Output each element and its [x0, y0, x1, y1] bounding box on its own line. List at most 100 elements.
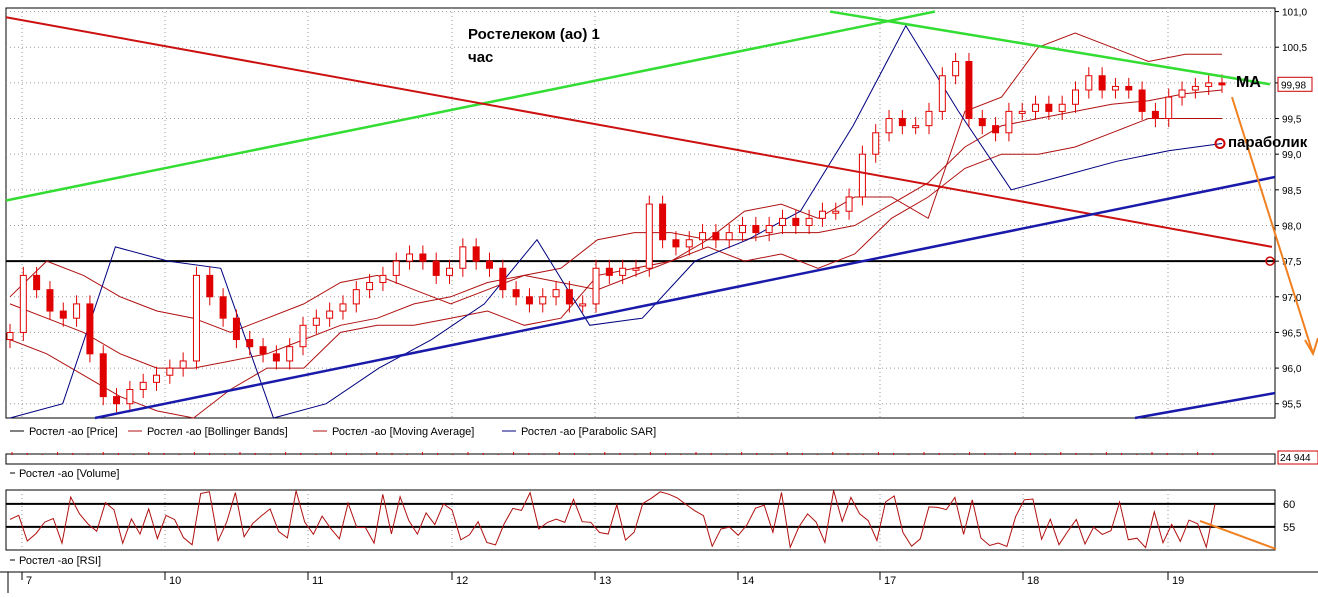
candle-body [206, 274, 214, 298]
y-tick-label: 96,5 [1282, 328, 1302, 339]
candle-body [59, 310, 67, 319]
candle-body [699, 232, 707, 241]
candle-body [539, 296, 547, 305]
candle-body [99, 353, 107, 398]
candle-body [1191, 85, 1199, 91]
candle-body [659, 203, 667, 241]
y-tick-label: 99,5 [1282, 115, 1302, 126]
rsi-line [9, 490, 1216, 550]
candle-body [552, 289, 560, 298]
level-marker [1265, 256, 1275, 266]
x-tick-label: 10 [169, 575, 181, 587]
y-tick-label: 95,5 [1282, 400, 1302, 411]
y-tick-label: 100,5 [1282, 43, 1307, 54]
candle-body [845, 196, 853, 212]
candle-body [419, 253, 427, 262]
candle-body [19, 274, 27, 333]
candle-body [86, 303, 94, 355]
candle-body [1005, 110, 1013, 134]
candle-body [592, 267, 600, 305]
x-tick-label: 13 [599, 575, 611, 587]
blue-lower-trendline [1134, 391, 1276, 420]
forecast-arrow-line [1231, 96, 1314, 355]
candle-body [166, 367, 174, 376]
candle-body [1098, 75, 1106, 91]
candle-body [1032, 103, 1040, 112]
candle-body [392, 260, 400, 276]
candle-body [525, 296, 533, 305]
candle-body [366, 282, 374, 291]
candle-body [1045, 103, 1053, 112]
candle-body [645, 203, 653, 269]
candle-body [499, 267, 507, 291]
candle-body [1138, 89, 1146, 112]
candle-body [1111, 85, 1119, 91]
y-tick-label: 99,0 [1282, 150, 1302, 161]
y-tick-label: 97,0 [1282, 293, 1302, 304]
candle-body [805, 217, 813, 226]
candle-body [778, 217, 786, 226]
candle-body [925, 110, 933, 127]
candle-body [858, 153, 866, 198]
candle-body [1205, 82, 1213, 87]
parabolic-marker [1214, 137, 1226, 149]
bollinger-upper-line [9, 32, 1222, 333]
red-descending-trendline [5, 16, 1273, 248]
x-tick-label: 19 [1172, 575, 1184, 587]
candle-body [139, 381, 147, 390]
chart-title: Ростелеком (ао) 1 [468, 26, 600, 43]
rsi-panel-frame [5, 489, 1276, 551]
last-price-box [1277, 76, 1313, 92]
candle-body [1058, 103, 1066, 112]
candle-body [685, 239, 693, 248]
candle-body [232, 317, 240, 341]
last-price-label: 99,98 [1281, 80, 1306, 91]
candle-body [406, 253, 414, 262]
candle-body [952, 60, 960, 77]
candle-body [752, 224, 760, 234]
last-volume-label: 24 944 [1280, 453, 1311, 464]
candle-body [33, 274, 41, 291]
x-tick-label: 12 [456, 575, 468, 587]
ma-annotation: MA [1236, 74, 1261, 91]
candle-body [579, 303, 587, 307]
candle-body [446, 267, 454, 276]
candle-body [1085, 75, 1093, 91]
candle-body [113, 396, 121, 405]
candle-body [299, 324, 307, 348]
candle-body [286, 346, 294, 362]
candle-body [912, 125, 920, 129]
rsi-legend-label: Ростел -ао [RSI] [19, 555, 101, 567]
candle-body [739, 224, 747, 234]
chart-title-timeframe: час [468, 49, 494, 66]
candle-body [1125, 85, 1133, 91]
candle-body [153, 374, 161, 383]
y-tick-label: 96,0 [1282, 364, 1302, 375]
blue-ascending-trendline [94, 175, 1276, 420]
candle-body [992, 125, 1000, 134]
candle-body [818, 210, 826, 219]
candle-body [512, 289, 520, 298]
last-volume-box [1277, 450, 1318, 465]
candle-body [725, 232, 733, 241]
candle-body [872, 132, 880, 155]
candle-body [339, 303, 347, 312]
candle-body [1018, 110, 1026, 114]
candle-body [379, 274, 387, 284]
x-tick-label: 18 [1027, 575, 1039, 587]
candle-body [1165, 96, 1173, 120]
candle-body [219, 296, 227, 319]
candle-body [965, 60, 973, 120]
price-legend-item: Ростел -ао [Moving Average] [332, 426, 474, 438]
candle-body [312, 317, 320, 326]
parabolic-sar-line [9, 24, 1223, 419]
candle-body [73, 303, 81, 319]
candle-body [485, 260, 493, 269]
candle-body [259, 346, 267, 355]
price-panel-frame [5, 7, 1276, 419]
candle-body [672, 239, 680, 248]
candle-body [352, 289, 360, 305]
candle-body [472, 246, 480, 262]
green-ascending-trendline [5, 10, 936, 202]
